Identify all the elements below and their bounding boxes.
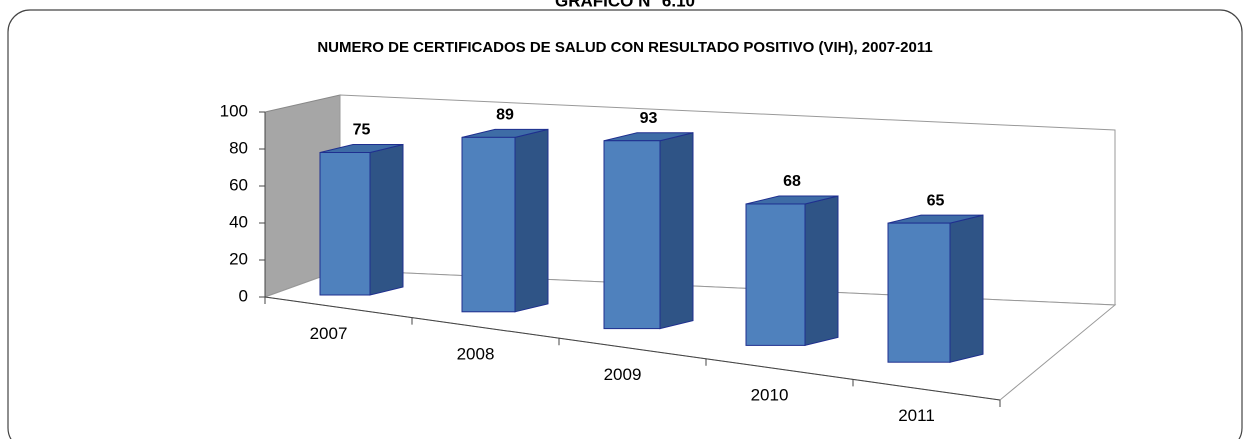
bar (319, 152, 371, 296)
value-label: 65 (927, 192, 945, 209)
bar-side (514, 128, 549, 313)
x-tick-label: 2009 (604, 365, 642, 384)
y-tick-label: 100 (220, 101, 248, 120)
bar (461, 136, 516, 313)
value-label: 68 (783, 173, 801, 190)
back-wall (339, 94, 1116, 306)
bar (745, 203, 806, 346)
value-label: 93 (640, 110, 658, 127)
chart-frame (7, 9, 1243, 444)
chart-title: NUMERO DE CERTIFICADOS DE SALUD CON RESU… (317, 39, 932, 56)
x-tick-label: 2007 (310, 324, 348, 343)
y-tick-label: 60 (229, 175, 248, 194)
x-tick-label: 2011 (898, 406, 935, 425)
bar-side (369, 143, 404, 296)
bar-side (949, 214, 984, 363)
x-tick-label: 2010 (751, 386, 789, 405)
x-tick-label: 2008 (457, 344, 495, 363)
bar-side (804, 195, 839, 347)
bar-side (659, 132, 694, 330)
y-tick-label: 80 (229, 138, 248, 157)
caption: GRAFICO N° 6.10 (555, 0, 695, 10)
y-tick-label: 20 (229, 249, 248, 268)
bar (887, 222, 951, 363)
value-label: 89 (496, 107, 514, 124)
value-label: 75 (353, 122, 371, 139)
bar (603, 140, 661, 330)
y-tick-label: 40 (229, 212, 248, 231)
x-axis (264, 296, 1001, 401)
y-tick-label: 0 (239, 286, 248, 305)
